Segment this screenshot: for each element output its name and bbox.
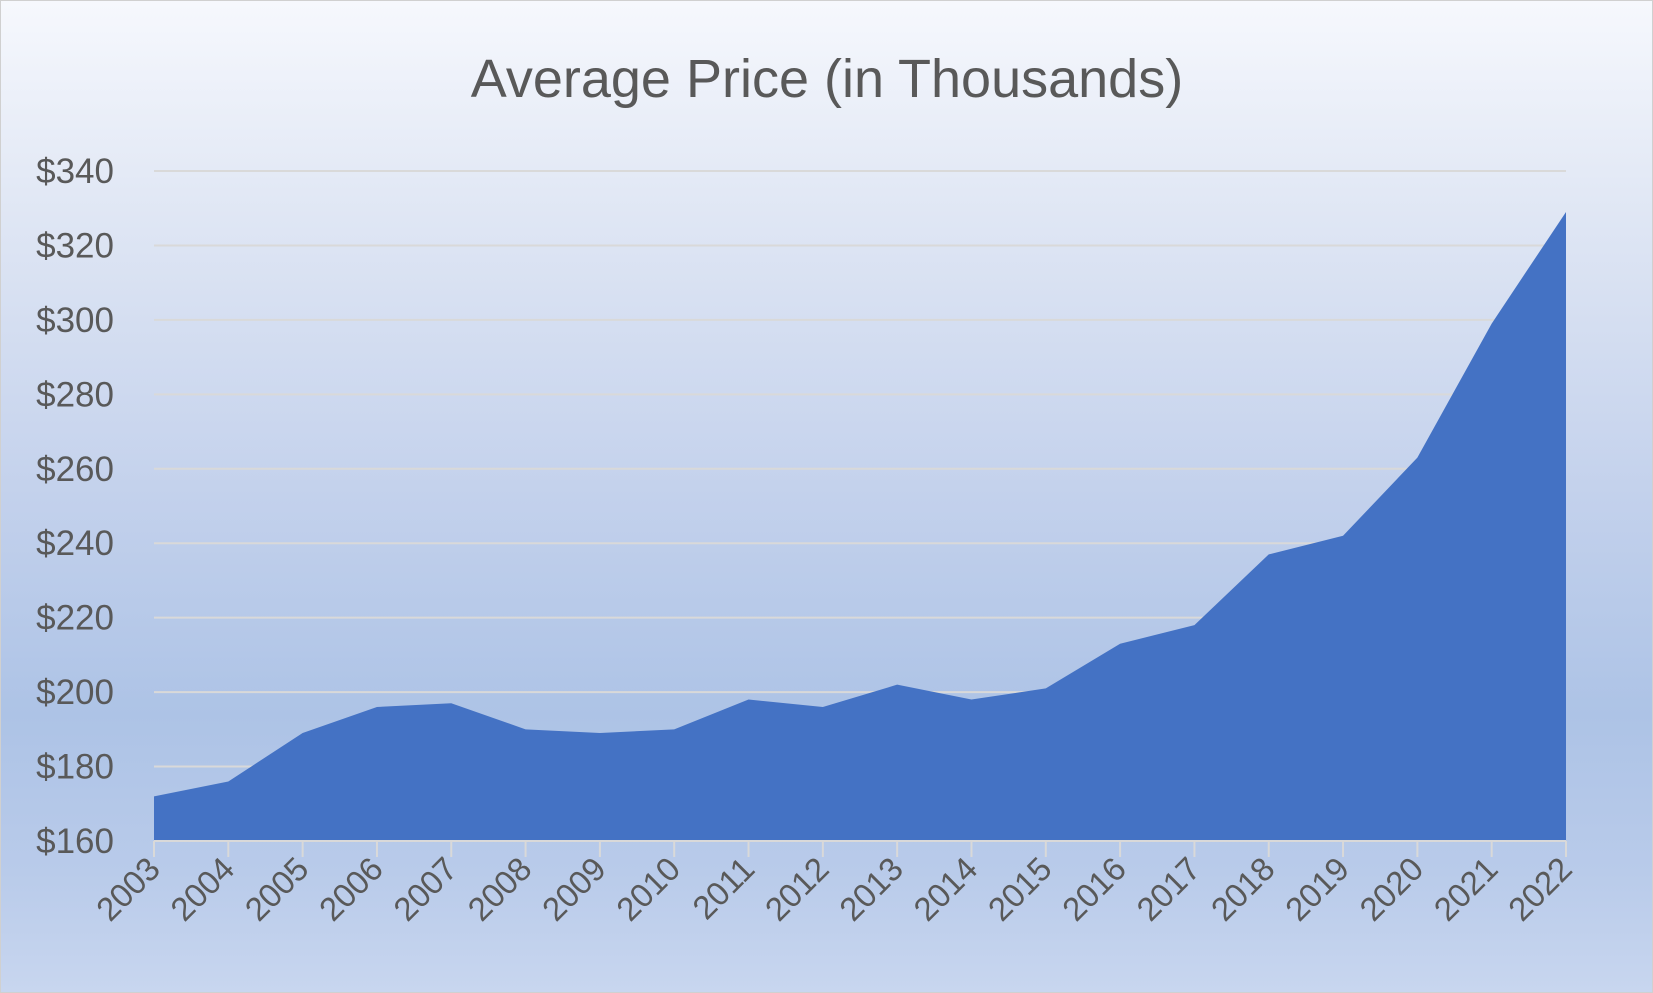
x-tick-label: 2008 — [460, 850, 538, 928]
y-tick-label: $180 — [36, 748, 114, 787]
x-tick-label: 2003 — [89, 850, 167, 928]
x-tick-label: 2019 — [1278, 850, 1356, 928]
x-tick-label: 2006 — [312, 850, 390, 928]
y-tick-label: $280 — [36, 375, 114, 414]
x-tick-label: 2021 — [1427, 850, 1505, 928]
x-tick-label: 2012 — [758, 850, 836, 928]
x-tick-label: 2010 — [609, 850, 687, 928]
y-tick-label: $260 — [36, 450, 114, 489]
area-series — [154, 211, 1566, 841]
x-tick-label: 2018 — [1204, 850, 1282, 928]
chart-title: Average Price (in Thousands) — [471, 49, 1183, 109]
x-axis — [153, 840, 1567, 857]
y-tick-label: $240 — [36, 524, 114, 563]
x-tick-label: 2011 — [685, 850, 761, 926]
y-tick-label: $200 — [36, 673, 114, 712]
y-tick-label: $320 — [36, 226, 114, 265]
x-tick-label: 2005 — [238, 850, 316, 928]
gridlines — [154, 170, 1566, 768]
x-tick-label: 2014 — [906, 850, 984, 928]
x-tick-label: 2009 — [535, 850, 613, 928]
x-tick-label: 2022 — [1501, 850, 1579, 928]
x-tick-label: 2004 — [163, 850, 241, 928]
x-tick-label: 2013 — [832, 850, 910, 928]
y-tick-label: $160 — [36, 822, 114, 861]
y-axis-labels: $160 $180 $200 $220 $240 $260 $280 $300 $320 $340 — [36, 152, 114, 861]
y-tick-label: $340 — [36, 152, 114, 191]
x-axis-labels: 2003200420052006200720082009201020112012… — [89, 850, 1579, 928]
x-tick-label: 2016 — [1055, 850, 1133, 928]
x-tick-label: 2020 — [1352, 850, 1430, 928]
y-tick-label: $300 — [36, 301, 114, 340]
x-tick-label: 2017 — [1129, 850, 1207, 928]
x-tick-label: 2007 — [386, 850, 464, 928]
area-fill — [154, 211, 1566, 841]
x-tick-label: 2015 — [981, 850, 1059, 928]
y-tick-label: $220 — [36, 599, 114, 638]
